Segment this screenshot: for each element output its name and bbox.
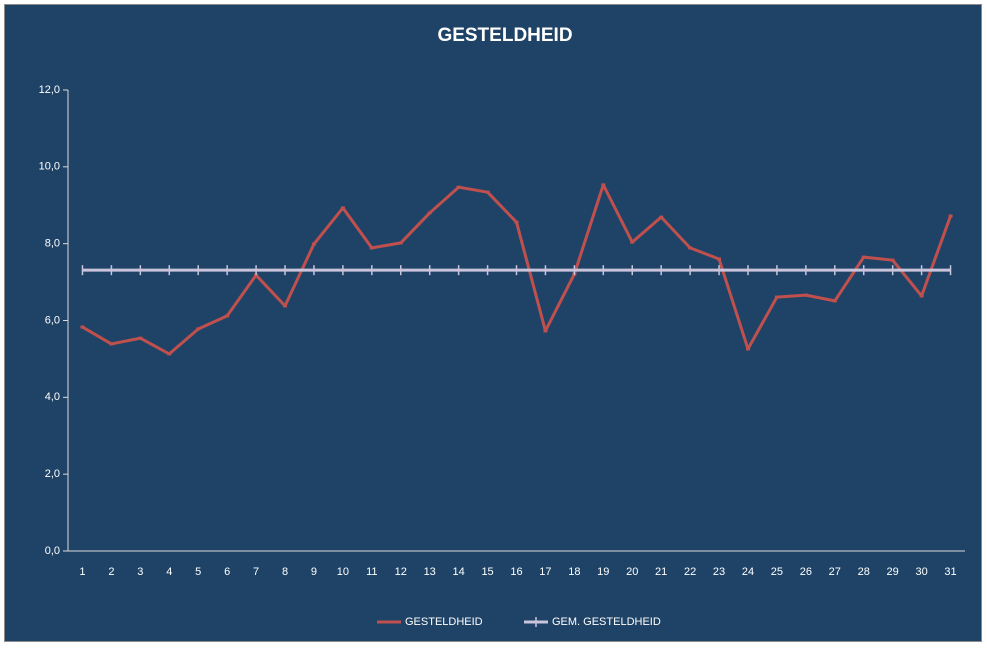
x-tick-label: 25	[771, 566, 783, 578]
x-tick-label: 17	[539, 566, 551, 578]
point-marker	[630, 240, 635, 244]
x-tick-label: 11	[366, 566, 377, 578]
x-tick-label: 23	[713, 566, 725, 578]
x-tick-label: 29	[887, 566, 899, 578]
legend-label: GEM. GESTELDHEID	[552, 616, 661, 628]
x-tick-label: 14	[453, 566, 465, 578]
y-tick-label: 6,0	[45, 314, 60, 326]
point-marker	[196, 327, 201, 331]
point-marker	[311, 242, 316, 246]
x-tick-label: 8	[282, 566, 288, 578]
x-tick-label: 9	[311, 566, 317, 578]
point-marker	[774, 295, 779, 299]
point-marker	[890, 258, 895, 262]
x-tick-label: 3	[137, 566, 143, 578]
point-marker	[398, 241, 403, 245]
x-tick-label: 7	[253, 566, 259, 578]
point-marker	[456, 185, 461, 189]
x-tick-label: 20	[626, 566, 638, 578]
x-tick-label: 30	[915, 566, 927, 578]
x-tick-label: 27	[829, 566, 841, 578]
x-tick-label: 2	[108, 566, 114, 578]
x-tick-label: 13	[424, 566, 436, 578]
point-marker	[283, 304, 288, 308]
point-marker	[659, 215, 664, 219]
y-tick-label: 8,0	[45, 238, 60, 250]
y-tick-label: 12,0	[39, 84, 60, 96]
chart-background	[4, 4, 982, 642]
y-tick-label: 0,0	[45, 545, 60, 557]
point-marker	[138, 336, 143, 340]
point-marker	[601, 183, 606, 187]
x-tick-label: 21	[655, 566, 667, 578]
y-tick-label: 2,0	[45, 468, 60, 480]
x-tick-label: 10	[337, 566, 349, 578]
point-marker	[167, 352, 172, 356]
x-tick-label: 1	[79, 566, 85, 578]
point-marker	[919, 294, 924, 298]
point-marker	[485, 190, 490, 194]
point-marker	[717, 257, 722, 261]
chart-title: GESTELDHEID	[437, 25, 572, 46]
point-marker	[225, 314, 230, 318]
legend-label: GESTELDHEID	[405, 616, 483, 628]
point-marker	[745, 347, 750, 351]
point-marker	[427, 211, 432, 215]
x-tick-label: 22	[684, 566, 696, 578]
x-tick-label: 19	[597, 566, 609, 578]
x-tick-label: 18	[568, 566, 580, 578]
x-tick-label: 5	[195, 566, 201, 578]
point-marker	[861, 255, 866, 259]
x-tick-label: 31	[944, 566, 956, 578]
point-marker	[803, 293, 808, 297]
point-marker	[688, 246, 693, 250]
x-tick-label: 16	[510, 566, 522, 578]
x-tick-label: 15	[481, 566, 493, 578]
point-marker	[832, 299, 837, 303]
point-marker	[80, 325, 85, 329]
point-marker	[543, 329, 548, 333]
point-marker	[340, 206, 345, 210]
y-tick-label: 10,0	[39, 161, 60, 173]
y-tick-label: 4,0	[45, 391, 60, 403]
x-tick-label: 6	[224, 566, 230, 578]
x-tick-label: 26	[800, 566, 812, 578]
x-tick-label: 12	[395, 566, 407, 578]
point-marker	[514, 220, 519, 224]
x-tick-label: 4	[166, 566, 172, 578]
point-marker	[369, 246, 374, 250]
x-tick-label: 28	[858, 566, 870, 578]
point-marker	[109, 342, 114, 346]
x-tick-label: 24	[742, 566, 754, 578]
point-marker	[948, 214, 953, 218]
